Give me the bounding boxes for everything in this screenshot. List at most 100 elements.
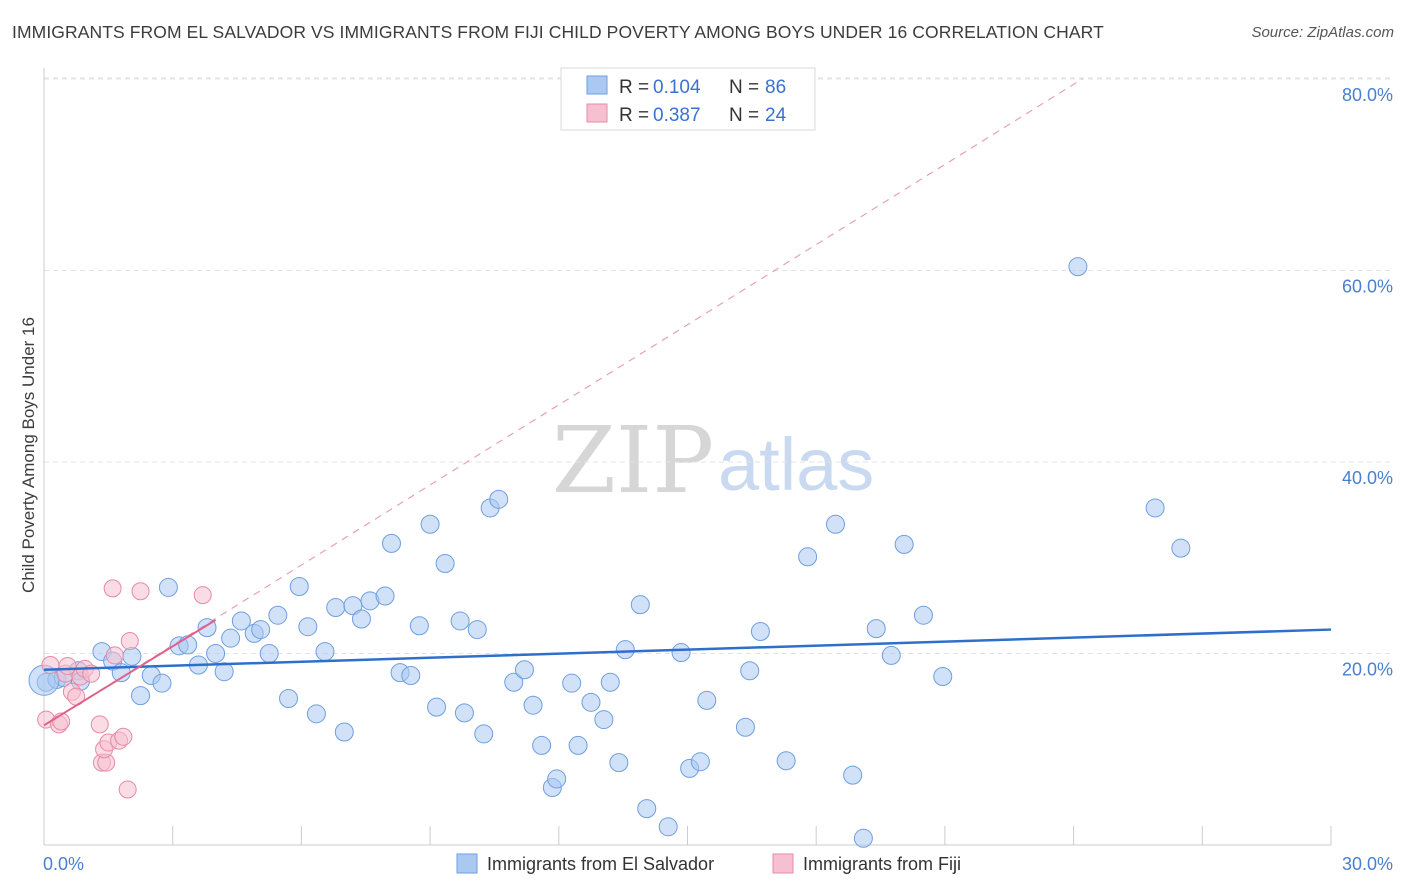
el-salvador-point [853,828,873,848]
el-salvador-point [334,722,354,742]
el-salvador-point [474,724,494,744]
y-tick-label: 40.0% [1342,468,1393,488]
el-salvador-point [409,616,429,636]
el-salvador-point [427,697,447,717]
el-salvador-point [268,605,288,625]
watermark-zip: ZIP [552,407,714,514]
el-salvador-point [289,576,309,596]
el-salvador-point [489,489,509,509]
el-salvador-point [894,534,914,554]
el-salvador-point [826,514,846,534]
series-el-salvador-points [28,257,1191,848]
legend-n-label-1: N = [729,77,759,98]
el-salvador-point [594,710,614,730]
el-salvador-point [532,735,552,755]
el-salvador-point [454,703,474,723]
el-salvador-point [401,666,421,686]
legend-n-label-2: N = [729,105,759,126]
fiji-point [131,582,150,601]
el-salvador-point [504,672,524,692]
el-salvador-point [776,751,796,771]
el-salvador-point [315,642,335,662]
gridlines [44,77,1392,654]
el-salvador-point [615,640,635,660]
el-salvador-point [420,514,440,534]
el-salvador-point [450,611,470,631]
el-salvador-point [658,817,678,837]
legend-swatch-pink [586,103,608,123]
el-salvador-point [251,620,271,640]
fiji-point [103,579,122,598]
bottom-legend-swatch-pink [772,853,794,874]
x-tick-labels: 0.0% 30.0% [43,854,1393,874]
el-salvador-point [881,645,901,665]
el-salvador-point [206,644,226,663]
fiji-point [193,586,212,605]
el-salvador-point [306,704,326,724]
el-salvador-point [568,735,588,755]
el-salvador-point [158,577,178,597]
el-salvador-point [798,547,818,567]
series-legend: Immigrants from El Salvador Immigrants f… [456,853,961,874]
el-salvador-point [735,717,755,737]
el-salvador-point [562,673,582,693]
legend-r-label-2: R = [619,105,649,126]
el-salvador-point [843,765,863,785]
el-salvador-point [435,553,455,573]
el-salvador-point [523,695,543,715]
correlation-legend: R = 0.104 N = 86 R = 0.387 N = 24 [560,67,816,131]
series-fiji-points [37,579,212,799]
el-salvador-point [131,686,151,706]
source-credit: Source: ZipAtlas.com [1251,24,1394,41]
trend-lines [43,78,1083,726]
el-salvador-point [279,689,299,709]
el-salvador-point [214,662,234,682]
y-tick-label: 20.0% [1342,660,1393,680]
el-salvador-point [375,586,395,606]
bottom-legend-label-1: Immigrants from El Salvador [487,854,714,874]
el-salvador-point [351,609,371,629]
el-salvador-point [609,753,629,773]
el-salvador-point [221,628,241,648]
el-salvador-point [750,621,770,641]
watermark-atlas: atlas [718,423,874,506]
el-salvador-point [381,533,401,553]
chart-title: IMMIGRANTS FROM EL SALVADOR VS IMMIGRANT… [12,22,1104,42]
fiji-trend-line [43,619,217,727]
fiji-trend-extension [43,78,1083,726]
x-tick-label: 0.0% [43,854,84,874]
el-salvador-point [600,672,620,692]
el-salvador-point [690,752,710,772]
el-salvador-point [1171,538,1191,558]
el-salvador-point [913,605,933,625]
x-tick-label: 30.0% [1342,854,1393,874]
bottom-legend-swatch-blue [456,853,478,874]
el-salvador-point [697,690,717,710]
legend-r-value-2: 0.387 [653,105,701,126]
el-salvador-point [740,661,760,681]
fiji-point [90,715,109,734]
el-salvador-point [514,660,534,680]
el-salvador-point [866,619,886,639]
y-tick-label: 80.0% [1342,85,1393,105]
el-salvador-point [1068,257,1088,277]
legend-r-value-1: 0.104 [653,77,701,98]
el-salvador-point [152,673,172,693]
el-salvador-point [630,595,650,615]
el-salvador-point [1145,498,1165,518]
fiji-point [105,646,124,665]
el-salvador-trend-line [43,628,1332,672]
y-tick-label: 60.0% [1342,277,1393,297]
el-salvador-point [298,617,318,637]
el-salvador-point [671,643,691,663]
legend-n-value-1: 86 [765,77,786,98]
el-salvador-point [933,666,953,686]
el-salvador-point [637,799,657,819]
bottom-legend-label-2: Immigrants from Fiji [803,854,961,874]
el-salvador-point [178,635,198,655]
y-axis-label: Child Poverty Among Boys Under 16 [19,317,38,593]
legend-n-value-2: 24 [765,105,787,126]
y-tick-labels: 20.0% 40.0% 60.0% 80.0% [1342,85,1393,680]
fiji-point [120,632,139,651]
